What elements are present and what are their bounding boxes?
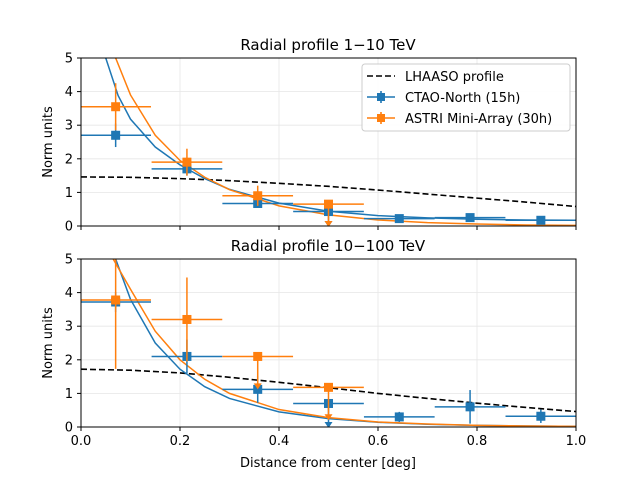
lhaaso-profile-line — [81, 176, 576, 208]
y-axis-label: Norm units — [41, 307, 56, 379]
legend-ctao-label: CTAO-North (15h) — [405, 91, 520, 106]
ctao-marker — [536, 411, 546, 421]
legend-lhaaso-label: LHAASO profile — [405, 70, 504, 85]
astri-fit-curve — [112, 259, 576, 427]
ctao-marker — [465, 213, 475, 223]
legend-astri-label: ASTRI Mini-Array (30h) — [405, 112, 552, 127]
x-tick-label: 0.4 — [269, 434, 290, 449]
astri-data-point — [222, 351, 294, 390]
axes-frame — [80, 57, 577, 227]
x-axis-label: Distance from center [deg] — [240, 456, 416, 471]
plot-area — [81, 259, 576, 427]
ctao-marker — [394, 412, 404, 422]
astri-marker — [253, 351, 263, 361]
astri-upper-limit-arrow — [324, 414, 333, 421]
panel-1-10-tev: Radial profile 1−10 TeV Norm units 0 1 2 3 4… — [41, 36, 577, 235]
ctao-data-point — [505, 409, 576, 423]
axes-frame — [80, 258, 577, 428]
y-tick-label: 1 — [65, 186, 73, 201]
astri-marker — [111, 102, 121, 112]
astri-marker — [182, 157, 192, 167]
ctao-marker — [465, 402, 475, 412]
ctao-marker — [394, 214, 404, 224]
astri-data-point — [222, 185, 294, 206]
y-tick-label: 5 — [65, 253, 73, 268]
x-tick-label: 1.0 — [566, 434, 587, 449]
panel-title: Radial profile 10−100 TeV — [231, 237, 426, 255]
astri-fit-curve — [114, 58, 576, 226]
astri-upper-limit-arrow — [253, 383, 262, 390]
legend-astri-swatch — [367, 112, 395, 124]
ctao-marker — [253, 384, 263, 394]
astri-marker — [182, 314, 192, 324]
x-tick-label: 0.0 — [71, 434, 92, 449]
panel-10-100-tev: Radial profile 10−100 TeV Norm units Dis… — [41, 237, 587, 471]
y-tick-label: 0 — [65, 421, 73, 436]
ctao-data-point — [363, 214, 435, 224]
ctao-data-point — [434, 390, 506, 424]
y-tick-label: 2 — [65, 152, 73, 167]
astri-data-point — [81, 83, 151, 131]
y-tick-label: 4 — [65, 286, 73, 301]
ctao-data-point — [505, 215, 576, 225]
plot-area — [81, 58, 576, 226]
astri-data-point — [293, 382, 364, 421]
legend-frame — [361, 63, 571, 132]
astri-data-point — [151, 148, 223, 176]
x-tick-label: 0.2 — [170, 434, 191, 449]
astri-data-point — [81, 259, 151, 369]
astri-upper-limit-arrow — [324, 221, 333, 226]
astri-marker — [253, 191, 263, 201]
y-tick-label: 5 — [65, 52, 73, 67]
panel-title: Radial profile 1−10 TeV — [240, 36, 416, 54]
ctao-data-point — [434, 213, 506, 223]
y-tick-label: 1 — [65, 387, 73, 402]
astri-data-point — [293, 199, 364, 226]
y-tick-label: 2 — [65, 353, 73, 368]
legend-ctao-swatch — [367, 91, 395, 103]
x-tick-label: 0.8 — [467, 434, 488, 449]
y-tick-label: 4 — [65, 85, 73, 100]
ctao-marker — [111, 130, 121, 140]
legend: LHAASO profile CTAO-North (15h) ASTRI Mi… — [361, 63, 571, 132]
y-tick-label: 0 — [65, 220, 73, 235]
astri-marker — [324, 199, 333, 209]
y-tick-label: 3 — [65, 119, 73, 134]
astri-marker — [111, 295, 121, 305]
ctao-data-point — [363, 411, 435, 422]
y-tick-label: 3 — [65, 320, 73, 335]
ctao-upper-limit-arrow — [324, 422, 333, 427]
y-axis-label: Norm units — [41, 106, 56, 178]
astri-marker — [324, 382, 333, 392]
x-tick-label: 0.6 — [368, 434, 389, 449]
astri-data-point — [151, 277, 223, 362]
ctao-marker — [536, 215, 546, 225]
